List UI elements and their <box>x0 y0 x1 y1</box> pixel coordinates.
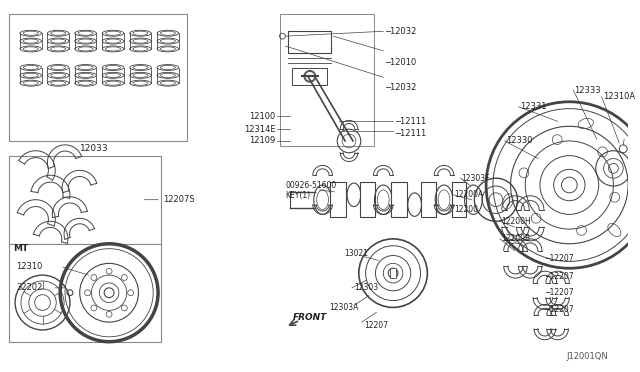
Text: ─12111: ─12111 <box>395 117 426 126</box>
Bar <box>390 268 396 278</box>
Text: ─12032: ─12032 <box>385 27 417 36</box>
Bar <box>360 182 376 217</box>
Text: 12303: 12303 <box>354 283 378 292</box>
Text: 12200H: 12200H <box>501 217 531 226</box>
Bar <box>420 182 436 217</box>
Text: 12314E: 12314E <box>244 125 276 134</box>
Text: 12109: 12109 <box>250 137 276 145</box>
Bar <box>280 14 374 146</box>
Text: 12310: 12310 <box>16 262 42 271</box>
Text: MT: MT <box>13 244 28 253</box>
Bar <box>9 14 188 141</box>
Bar <box>330 182 346 217</box>
Bar <box>9 244 161 342</box>
Text: J12001QN: J12001QN <box>567 352 609 361</box>
Text: FRONT: FRONT <box>292 313 327 322</box>
Text: 12100: 12100 <box>250 112 276 121</box>
Text: 00926-51600: 00926-51600 <box>285 180 337 189</box>
Text: 12331: 12331 <box>520 102 547 111</box>
Text: ─12010: ─12010 <box>385 58 417 67</box>
Text: ─12032: ─12032 <box>385 83 417 92</box>
Text: 32202: 32202 <box>16 283 42 292</box>
Text: 12333: 12333 <box>574 86 601 94</box>
Bar <box>288 31 332 53</box>
Text: 12200: 12200 <box>454 205 478 214</box>
Text: 12303A: 12303A <box>330 303 359 312</box>
Bar <box>452 182 465 217</box>
Bar <box>391 182 407 217</box>
Text: KEY(1): KEY(1) <box>285 191 310 200</box>
Text: ─12111: ─12111 <box>395 129 426 138</box>
Text: 12033: 12033 <box>80 144 109 153</box>
Text: ─12207: ─12207 <box>545 254 573 263</box>
Bar <box>292 67 328 85</box>
Text: 12207S: 12207S <box>163 195 195 204</box>
Text: 13021: 13021 <box>344 249 368 258</box>
Text: 12207: 12207 <box>364 321 388 330</box>
Text: ─12207: ─12207 <box>545 305 573 314</box>
Text: 12303F: 12303F <box>461 174 490 183</box>
Text: 12330: 12330 <box>506 137 532 145</box>
Text: 12200B: 12200B <box>501 234 530 243</box>
Text: ─12207: ─12207 <box>545 272 573 280</box>
Bar <box>9 155 161 244</box>
Text: 12310A: 12310A <box>603 92 635 102</box>
Text: ─12207: ─12207 <box>545 288 573 297</box>
Text: 12200A: 12200A <box>454 190 483 199</box>
